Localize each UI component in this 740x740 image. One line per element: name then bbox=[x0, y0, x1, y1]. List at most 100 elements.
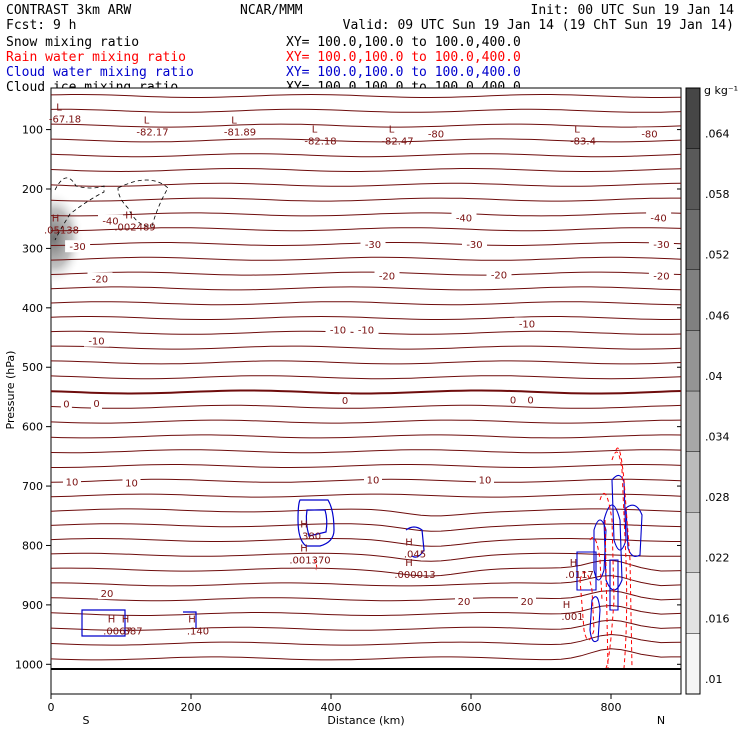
snow-shading bbox=[51, 190, 84, 286]
forecast-hour: Fcst: 9 h bbox=[6, 18, 76, 33]
extremum-value: -81.89 bbox=[224, 128, 256, 139]
temperature-isoline bbox=[51, 537, 681, 547]
extremum-marker: H bbox=[122, 615, 130, 626]
colorbar-label: .034 bbox=[705, 430, 730, 443]
legend-rain-xy: XY= 100.0,100.0 to 100.0,400.0 bbox=[286, 50, 521, 65]
temperature-isoline bbox=[51, 419, 681, 424]
contour-label: -10 bbox=[330, 325, 346, 336]
contour-label-bg bbox=[353, 323, 379, 336]
temperature-isoline bbox=[51, 168, 681, 173]
temperature-isoline bbox=[51, 648, 681, 661]
legend-snow-xy: XY= 100.0,100.0 to 100.0,400.0 bbox=[286, 35, 521, 50]
contour-label: -20 bbox=[92, 274, 108, 285]
y-tick-label: 100 bbox=[22, 124, 43, 137]
cloud-water-contour bbox=[183, 611, 197, 628]
cloud-water-contour bbox=[81, 609, 126, 637]
contour-label: -40 bbox=[650, 214, 666, 225]
legend-rain: Rain water mixing ratio bbox=[6, 50, 186, 65]
colorbar-frame bbox=[685, 87, 701, 695]
contour-label: -40 bbox=[102, 217, 118, 228]
contour-label: 10 bbox=[479, 476, 492, 487]
y-tick-label: 700 bbox=[22, 480, 43, 493]
contour-labels: -80 -80 -40 -40 -40 -30 -30 -30 -30 -20 -20 -20 -20 -… bbox=[60, 127, 674, 608]
x-tick-label: 0 bbox=[48, 701, 55, 714]
temperature-isoline bbox=[51, 552, 681, 562]
cloud-water-contour bbox=[405, 526, 425, 558]
extremum-marker: L bbox=[144, 116, 150, 127]
colorbar-cell bbox=[685, 87, 701, 149]
contour-label-bg bbox=[476, 473, 494, 486]
extremum-marker: H bbox=[108, 615, 116, 626]
contour-label-bg bbox=[63, 475, 81, 488]
temperature-isoline bbox=[51, 523, 681, 532]
y-tick-label: 600 bbox=[22, 421, 43, 434]
temperature-isoline bbox=[51, 271, 681, 276]
contour-label: -10 bbox=[358, 325, 374, 336]
contour-label: -30 bbox=[466, 240, 482, 251]
colorbar: .01 .016 .022 .028 .034 .04 .046 .052 .058 .064 g… bbox=[685, 84, 738, 695]
colorbar-cell bbox=[685, 512, 701, 574]
contour-label-bg bbox=[462, 237, 487, 250]
colorbar-cell bbox=[685, 572, 701, 634]
contour-label-bg bbox=[339, 394, 351, 407]
contour-label: 0 bbox=[342, 396, 348, 407]
extremum-value: -82.18 bbox=[304, 137, 336, 148]
extremum-value: .140 bbox=[187, 627, 209, 638]
temperature-isoline bbox=[51, 559, 681, 577]
contour-label-bg bbox=[374, 269, 400, 282]
colorbar-label: .052 bbox=[705, 249, 730, 262]
x-tick-label: 600 bbox=[461, 701, 482, 714]
extremum-value: .045 bbox=[404, 549, 426, 560]
contour-label: 10 bbox=[125, 479, 138, 490]
x-tick-label: 800 bbox=[601, 701, 622, 714]
contour-label: 20 bbox=[521, 597, 534, 608]
extremum-value: .0067 bbox=[103, 627, 132, 638]
x-axis-end-label: N bbox=[657, 714, 665, 727]
y-tick-label: 500 bbox=[22, 361, 43, 374]
contour-label-bg bbox=[360, 237, 386, 250]
extremum-marker: H bbox=[188, 615, 196, 626]
contour-label-bg bbox=[451, 211, 477, 224]
colorbar-cell bbox=[685, 208, 701, 270]
temperature-isoline bbox=[51, 345, 681, 350]
x-tick-label: 200 bbox=[181, 701, 202, 714]
temperature-isoline bbox=[51, 449, 681, 454]
extremum-value: -82.17 bbox=[136, 128, 168, 139]
contour-label-bg bbox=[637, 127, 662, 140]
contour-label: 0 bbox=[527, 396, 533, 407]
contour-label: 0 bbox=[510, 396, 516, 407]
contour-label-bg bbox=[455, 594, 473, 607]
temperature-isoline bbox=[51, 197, 681, 202]
extremum-marker: H bbox=[300, 543, 308, 554]
temperature-isoline bbox=[51, 508, 681, 517]
plot-area: -80 -80 -40 -40 -40 -30 -30 -30 -30 -20 -20 -20 -20 -… bbox=[44, 87, 682, 695]
contour-label-bg bbox=[325, 323, 351, 336]
contour-label-bg bbox=[507, 393, 519, 406]
contour-label: -10 bbox=[88, 337, 104, 348]
contour-label: -20 bbox=[491, 271, 507, 282]
cloud-water-contour bbox=[305, 509, 328, 537]
contour-label: 20 bbox=[458, 597, 471, 608]
extremum-marker: L bbox=[574, 125, 580, 136]
y-tick-label: 1000 bbox=[15, 658, 43, 671]
legend-cloud-water-xy: XY= 100.0,100.0 to 100.0,400.0 bbox=[286, 65, 521, 80]
temperature-isoline bbox=[51, 227, 681, 232]
extremum-marker: L bbox=[389, 125, 395, 136]
extremum-value: -83.4 bbox=[570, 137, 596, 148]
contour-label-bg bbox=[122, 476, 141, 489]
colorbar-cell bbox=[685, 633, 701, 695]
contour-label: -30 bbox=[69, 242, 85, 253]
extremum-value: .000013 bbox=[394, 570, 435, 581]
temperature-isoline bbox=[51, 182, 681, 187]
colorbar-label: .058 bbox=[705, 188, 730, 201]
contour-label-bg bbox=[60, 397, 72, 410]
contour-label: -40 bbox=[456, 214, 472, 225]
temperature-isoline bbox=[51, 138, 681, 143]
temperature-isoline bbox=[51, 108, 681, 113]
x-axis: 0 200 400 600 800 bbox=[48, 694, 622, 714]
temperature-isoline bbox=[51, 619, 681, 631]
contour-label-bg bbox=[84, 334, 109, 347]
temperature-isoline bbox=[51, 286, 681, 291]
extremum-value: -82.47 bbox=[381, 137, 413, 148]
